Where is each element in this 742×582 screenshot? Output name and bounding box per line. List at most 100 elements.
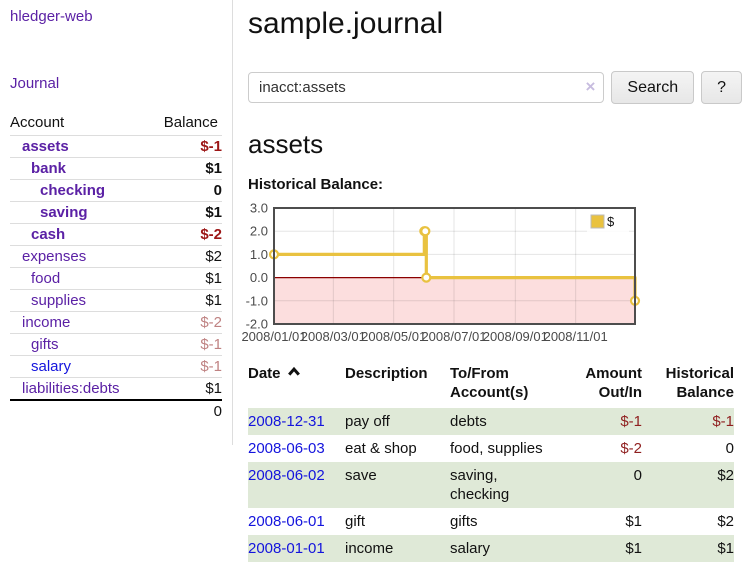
sidebar-nav: Journal [10,75,232,92]
transaction-amount: $1 [625,513,642,530]
transaction-row: 2008-06-01 gift gifts $1 $2 [248,508,734,535]
account-row: food $1 [10,267,222,290]
account-balance: $1 [205,160,222,177]
search-button[interactable]: Search [611,71,695,104]
transaction-balance: $2 [717,513,734,530]
accounts-table: Account Balance assets $-1 bank $1 check… [10,112,222,422]
sort-ascending-icon [287,366,300,376]
transaction-amount: $-2 [620,440,642,457]
account-balance: 0 [213,182,222,199]
account-balance: $-2 [200,226,222,243]
chart-svg: $3.0 2.0 1.0 0.0 -1.0 -2.02008/01/012008/03/0… [241,201,641,344]
account-row: liabilities:debts $1 [10,377,222,401]
account-row: supplies $1 [10,289,222,312]
transaction-amount: $-1 [620,413,642,430]
transaction-row: 2008-06-02 save saving, checking 0 $2 [248,462,734,508]
txn-header-description: Description [345,365,428,382]
account-link[interactable]: assets [22,138,69,155]
transaction-date-link[interactable]: 2008-06-02 [248,467,325,484]
account-row: expenses $2 [10,245,222,268]
transaction-amount: 0 [633,467,642,484]
app-title: hledger-web [10,8,232,25]
chart-section-label: Historical Balance: [248,176,384,193]
svg-text:2.0: 2.0 [250,224,268,239]
account-balance: $-1 [200,358,222,375]
transaction-date-link[interactable]: 2008-06-01 [248,513,325,530]
transaction-accounts: food, supplies [450,440,543,457]
transaction-balance: 0 [725,440,734,457]
main-content: sample.journal × Search ? assets Histori… [233,0,742,562]
account-row: checking 0 [10,179,222,202]
help-button[interactable]: ? [701,71,742,104]
svg-text:-2.0: -2.0 [246,317,268,332]
txn-header-amount: Amount Out/In [585,365,642,401]
account-balance: $1 [205,292,222,309]
transaction-date-link[interactable]: 2008-01-01 [248,540,325,557]
search-input[interactable] [248,72,605,103]
transaction-balance: $-1 [712,413,734,430]
accounts-header-row: Account Balance [10,112,222,136]
svg-text:0.0: 0.0 [250,270,268,285]
svg-text:2008/11/01: 2008/11/01 [544,329,608,344]
transaction-description: gift [345,513,366,530]
transaction-description: income [345,540,394,557]
account-balance: $-2 [200,314,222,331]
transaction-description: pay off [345,413,390,430]
account-balance: $1 [205,380,222,397]
transaction-description: save [345,467,377,484]
historical-balance-chart: $3.0 2.0 1.0 0.0 -1.0 -2.0 2008/01/01 2008/03/0… [238,201,742,348]
clear-search-icon[interactable]: × [585,77,596,96]
account-row: saving $1 [10,201,222,224]
svg-text:2008/03/01: 2008/03/01 [301,329,366,344]
account-link[interactable]: food [31,270,61,287]
svg-text:2008/01/01: 2008/01/01 [241,329,306,344]
svg-text:$: $ [607,214,615,229]
svg-text:3.0: 3.0 [250,201,268,216]
sidebar: hledger-web Journal Account Balance asse… [0,0,233,445]
account-link[interactable]: liabilities:debts [22,380,120,397]
account-balance: $-1 [200,138,222,155]
transaction-row: 2008-01-01 income salary $1 $1 [248,535,734,562]
svg-text:2008/05/01: 2008/05/01 [361,329,426,344]
account-link[interactable]: expenses [22,248,87,265]
app-title-link[interactable]: hledger-web [10,8,93,25]
transaction-balance: $1 [717,540,734,557]
transaction-amount: $1 [625,540,642,557]
account-link[interactable]: saving [40,204,88,221]
account-link[interactable]: supplies [31,292,87,309]
accounts-total-row: 0 [10,400,222,422]
chart-legend: $ [587,212,629,233]
transaction-accounts: salary [450,540,491,557]
accounts-total-balance: 0 [213,403,222,420]
accounts-header-account: Account [10,114,65,131]
transaction-row: 2008-06-03 eat & shop food, supplies $-2… [248,435,734,462]
svg-text:-1.0: -1.0 [246,293,268,308]
chart-data-point [421,272,432,283]
account-link[interactable]: salary [31,358,72,375]
account-link[interactable]: checking [40,182,106,199]
txn-header-accounts: To/From Account(s) [450,365,529,401]
transactions-table: Date Description To/From Account(s) Amou… [248,364,734,562]
transaction-date-link[interactable]: 2008-06-03 [248,440,325,457]
account-balance: $2 [205,248,222,265]
page-title: sample.journal [248,7,444,40]
sidebar-item-journal[interactable]: Journal [10,75,60,92]
svg-text:2008/09/01: 2008/09/01 [483,329,548,344]
transaction-accounts: saving, checking [450,467,510,503]
account-row: income $-2 [10,311,222,334]
account-link[interactable]: cash [31,226,66,243]
transaction-accounts: debts [450,413,487,430]
account-balance: $1 [205,204,222,221]
account-link[interactable]: bank [31,160,67,177]
txn-header-date[interactable]: Date [248,364,345,408]
accounts-header-balance: Balance [163,114,218,131]
account-link[interactable]: gifts [31,336,59,353]
transaction-row: 2008-12-31 pay off debts $-1 $-1 [248,408,734,435]
transactions-header-row: Date Description To/From Account(s) Amou… [248,364,734,408]
svg-text:2008/07/01: 2008/07/01 [421,329,486,344]
transaction-accounts: gifts [450,513,478,530]
transaction-date-link[interactable]: 2008-12-31 [248,413,325,430]
search-form: × Search ? [248,71,742,104]
account-link[interactable]: income [22,314,71,331]
account-balance: $1 [205,270,222,287]
